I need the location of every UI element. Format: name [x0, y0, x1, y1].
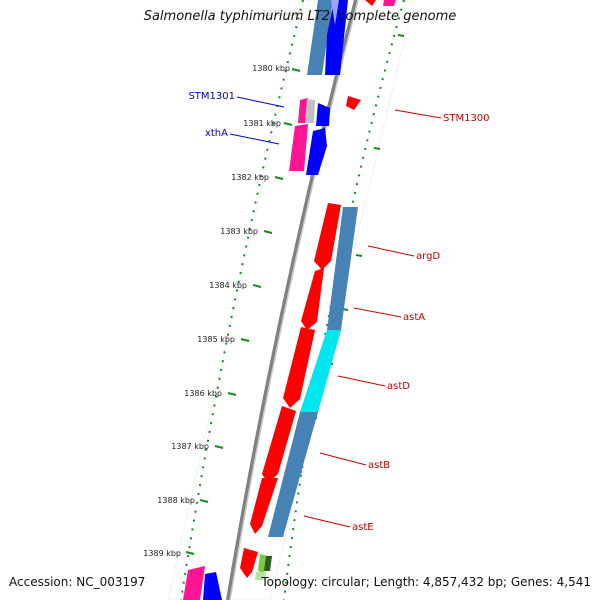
magenta-genes	[183, 0, 396, 600]
gene-label-astb: astB	[368, 460, 390, 471]
tick-mark	[199, 499, 209, 503]
gene-arrow	[301, 268, 324, 330]
gene-arrow	[305, 99, 315, 123]
tick-label: 1388 kbp	[157, 496, 195, 505]
cog-bar	[327, 207, 358, 330]
tick-mark	[214, 445, 224, 449]
gene-arrow	[250, 478, 278, 534]
tick-mark	[291, 68, 301, 72]
gene-arrow	[289, 124, 308, 171]
tick-label: 1385 kbp	[197, 335, 235, 344]
accession-label: Accession: NC_003197	[9, 575, 146, 589]
gene-label-stm1300: STM1300	[443, 113, 490, 124]
forward-genes	[240, 0, 376, 580]
gene-arrow	[314, 203, 341, 270]
tick-mark	[283, 122, 293, 126]
gene-label-stm1301: STM1301	[188, 91, 235, 102]
leader-line	[229, 133, 280, 145]
gene-label-asta: astA	[403, 312, 425, 323]
gene-arrow	[346, 96, 361, 110]
tick-mark	[240, 338, 250, 342]
leader-line	[337, 375, 386, 387]
tick-label: 1382 kbp	[231, 173, 269, 182]
gene-arrow	[298, 98, 308, 123]
genome-summary: Topology: circular; Length: 4,857,432 bp…	[261, 575, 591, 589]
cog-bar	[307, 0, 333, 75]
cog-bar-highlight	[300, 330, 341, 412]
gene-label-aste: astE	[352, 522, 374, 533]
gene-arrow	[325, 0, 348, 75]
gene-arrow	[283, 327, 315, 408]
tick-mark	[185, 551, 195, 555]
map-title: Salmonella typhimurium LT2, complete gen…	[143, 9, 457, 24]
leader-line	[353, 307, 402, 318]
leader-line	[319, 452, 367, 466]
gene-arrow	[316, 103, 330, 126]
tick-label: 1387 kbp	[171, 442, 209, 451]
tick-label: 1384 kbp	[209, 281, 247, 290]
gene-label-argd: argD	[416, 251, 440, 262]
tick-mark	[263, 230, 273, 234]
tick-label: 1389 kbp	[143, 549, 181, 558]
reverse-genes	[203, 0, 348, 600]
tick-label: 1381 kbp	[243, 119, 281, 128]
outer-gene-labels: STM1300 argD astA astD astB astE	[352, 113, 490, 533]
faint-tick-label: 1379 kbp	[262, 9, 300, 18]
leader-line	[367, 245, 415, 257]
track-band	[167, 0, 415, 600]
inner-tick-track	[180, 0, 304, 600]
tick-label: 1380 kbp	[252, 64, 290, 73]
tick-mark	[373, 147, 381, 150]
tick-label: 1383 kbp	[220, 227, 258, 236]
outer-label-leaders	[303, 109, 442, 528]
genome-backbone	[226, 0, 358, 600]
cog-bar	[268, 412, 318, 537]
leader-line	[303, 515, 351, 528]
tick-mark	[252, 284, 262, 288]
gene-arrow	[262, 406, 296, 483]
genome-backbone-shadow	[229, 0, 359, 600]
gene-arrow	[240, 548, 258, 578]
tick-mark	[355, 254, 363, 257]
gene-arrow	[383, 0, 396, 6]
inner-gene-labels: STM1301 xthA	[188, 91, 235, 139]
gene-arrow	[203, 572, 222, 600]
inner-label-leaders	[229, 96, 285, 145]
gene-arrow	[365, 0, 376, 6]
gene-arrow	[306, 128, 327, 175]
tick-label: 1386 kbp	[184, 389, 222, 398]
tick-labels: 1380 kbp 1381 kbp 1382 kbp 1383 kbp 1384…	[143, 64, 290, 558]
tick-mark	[397, 34, 405, 37]
tick-mark	[274, 176, 284, 180]
gene-arrow	[255, 572, 266, 580]
gene-label-xtha: xthA	[205, 128, 228, 139]
leader-line	[236, 96, 285, 108]
gene-arrow	[331, 0, 339, 25]
gene-arrow	[264, 556, 272, 571]
gene-arrow	[183, 566, 205, 600]
tick-mark	[227, 392, 237, 396]
gene-arrow	[258, 554, 268, 573]
cog-bars	[268, 0, 358, 537]
leader-line	[394, 109, 442, 119]
gene-label-astd: astD	[387, 381, 410, 392]
